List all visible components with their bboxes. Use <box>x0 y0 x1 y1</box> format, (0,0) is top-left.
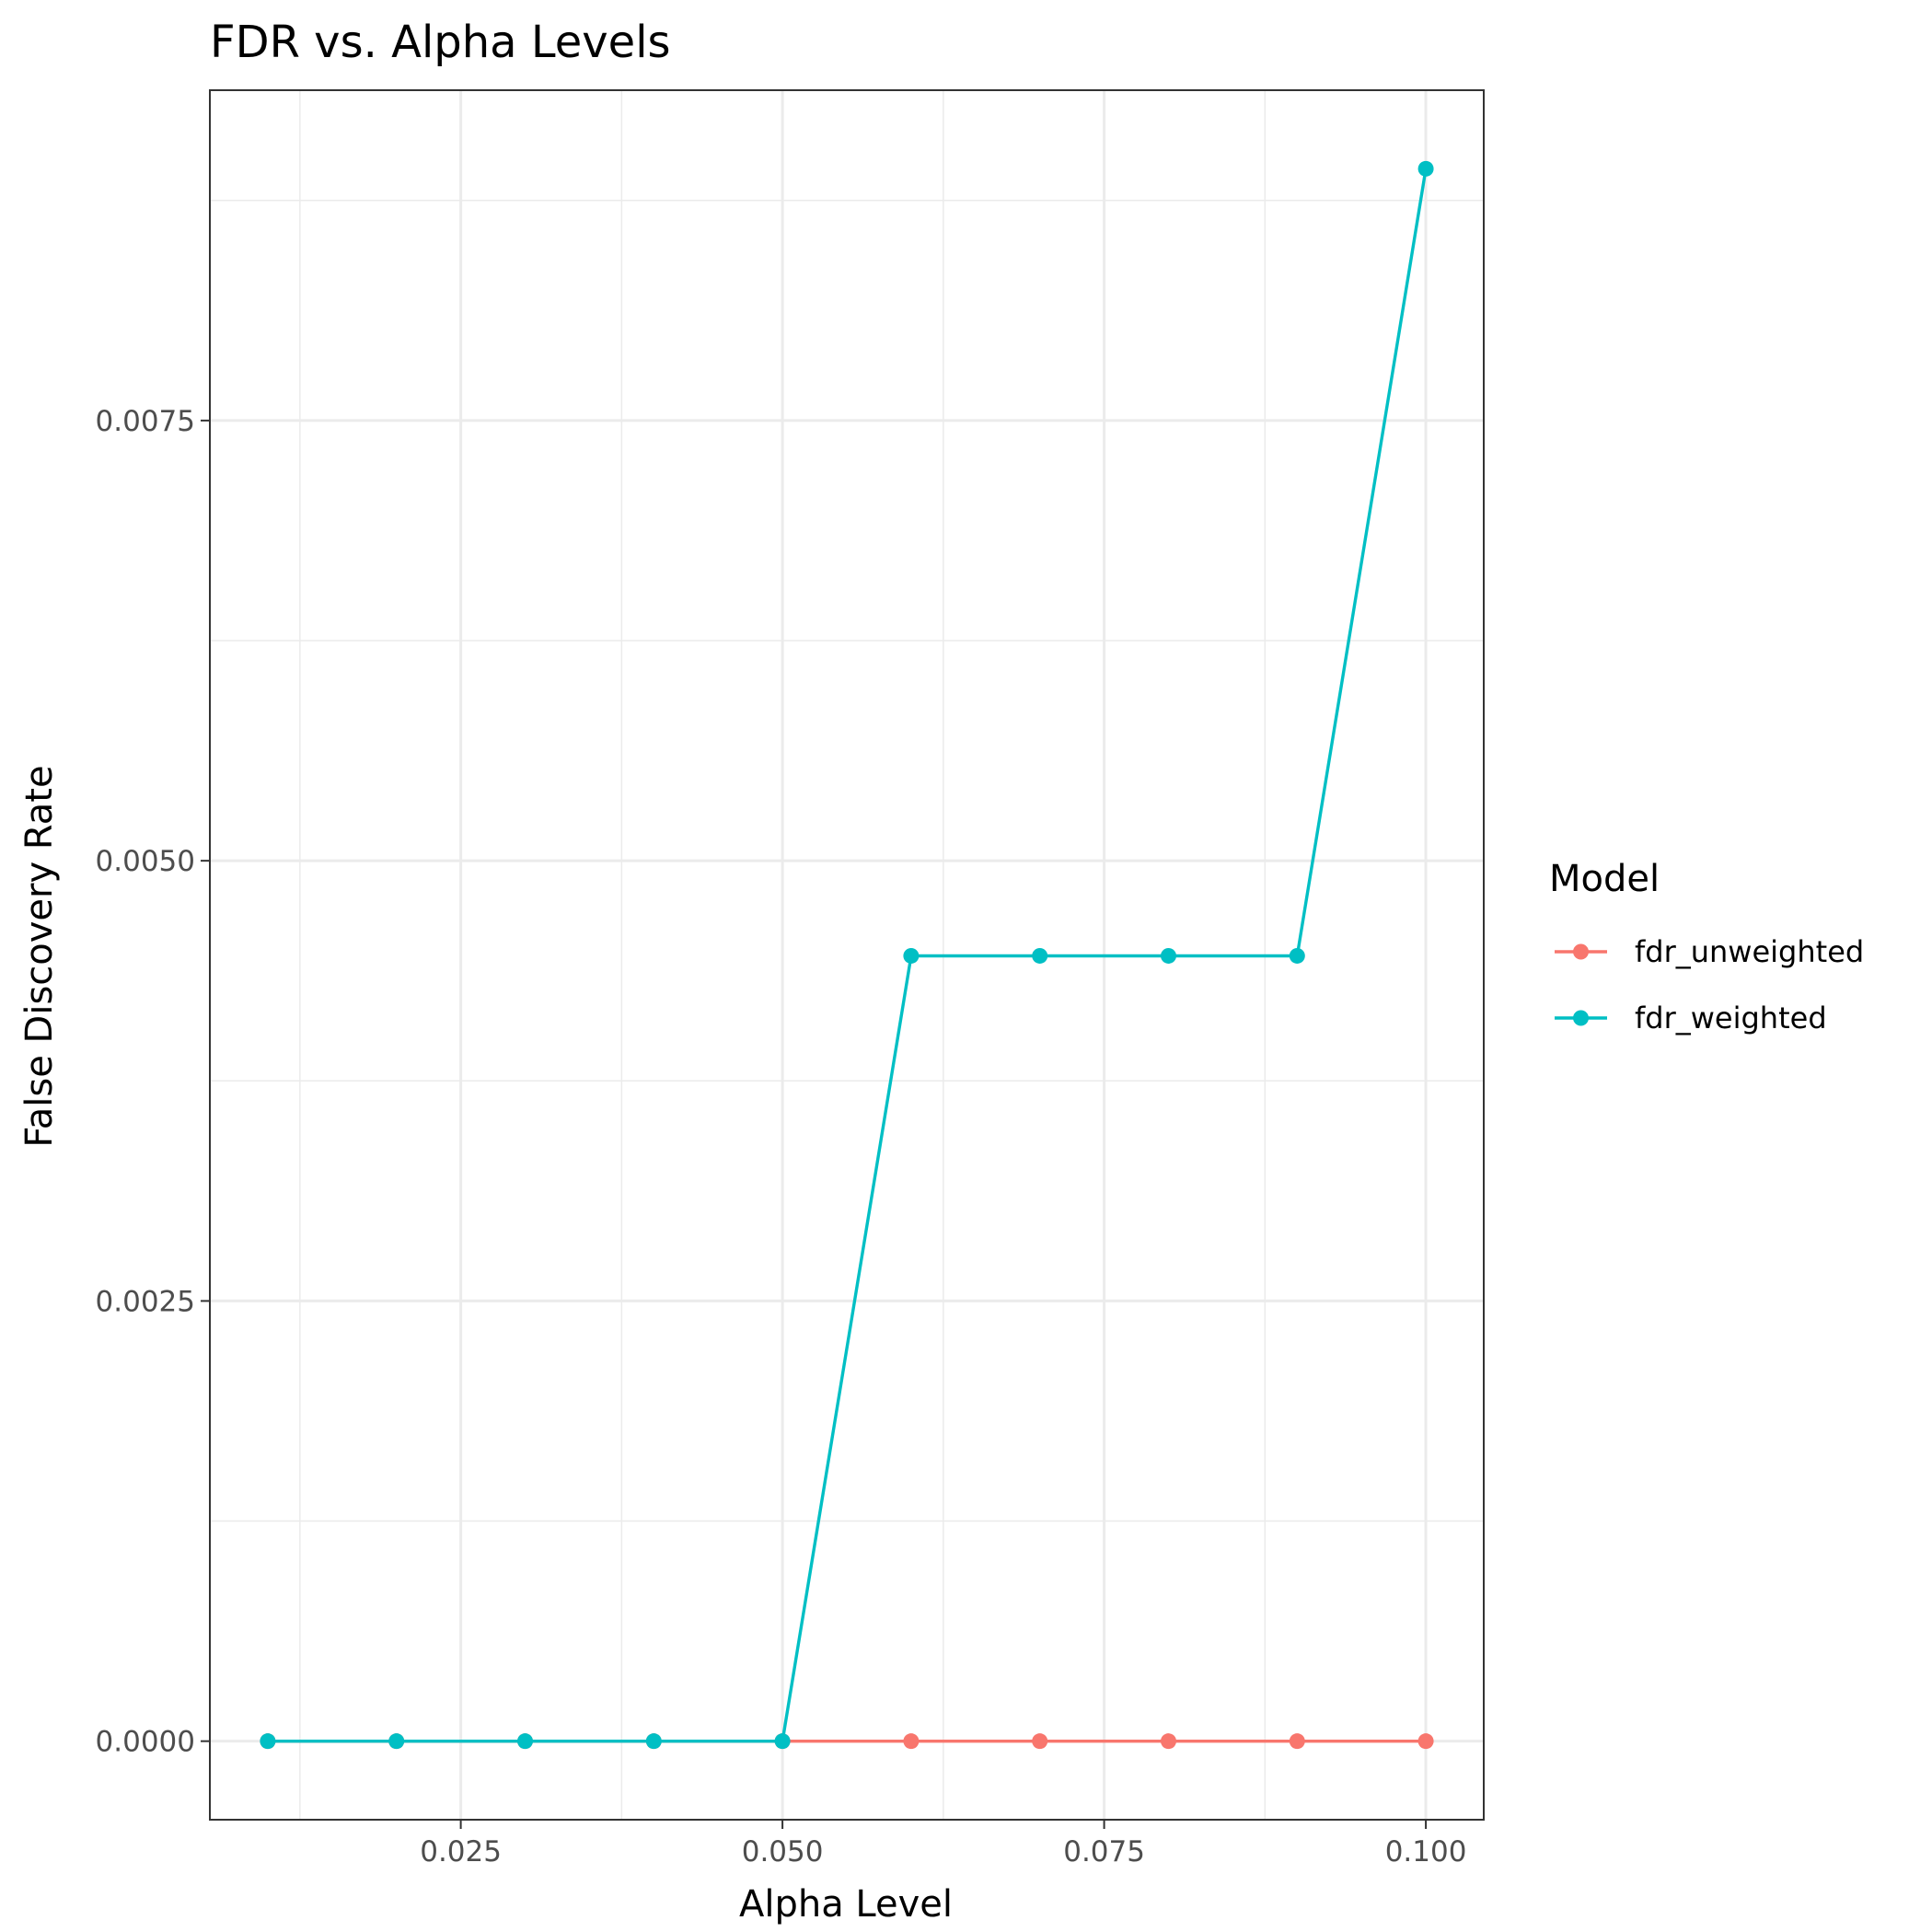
data-point <box>517 1733 534 1750</box>
y-tick-label: 0.0050 <box>96 845 195 878</box>
legend-items: fdr_unweighted fdr_weighted <box>1555 934 1864 1035</box>
series-layer <box>260 160 1434 1750</box>
x-tick-label: 0.075 <box>1063 1835 1145 1868</box>
plot-area <box>209 89 1485 1821</box>
data-point <box>1032 947 1048 964</box>
data-point <box>903 1733 920 1750</box>
x-tick-label: 0.025 <box>420 1835 502 1868</box>
y-axis: 0.0000 0.0025 0.0050 0.0075 <box>96 405 210 1759</box>
legend-key-point <box>1573 943 1589 960</box>
y-tick-label: 0.0075 <box>96 405 195 438</box>
legend: Model fdr_unweighted fdr_weighted <box>1549 858 1864 1035</box>
data-point <box>388 1733 405 1750</box>
legend-item-fdr_unweighted: fdr_unweighted <box>1555 934 1864 969</box>
series-fdr_weighted <box>260 160 1434 1750</box>
data-point <box>774 1733 791 1750</box>
data-point <box>1160 1733 1176 1750</box>
data-point <box>645 1733 662 1750</box>
x-axis-title: Alpha Level <box>739 1883 953 1926</box>
chart-title: FDR vs. Alpha Levels <box>210 17 671 68</box>
x-tick-label: 0.050 <box>742 1835 824 1868</box>
legend-label: fdr_weighted <box>1635 1001 1827 1035</box>
series-line <box>267 168 1428 1743</box>
x-tick-label: 0.100 <box>1385 1835 1467 1868</box>
y-axis-title: False Discovery Rate <box>18 765 61 1147</box>
data-point <box>1160 947 1176 964</box>
data-point <box>1289 947 1305 964</box>
data-point <box>1032 1733 1048 1750</box>
y-tick-label: 0.0000 <box>96 1726 195 1759</box>
legend-label: fdr_unweighted <box>1635 934 1864 969</box>
x-axis: 0.025 0.050 0.075 0.100 <box>420 1820 1466 1868</box>
data-point <box>260 1733 276 1750</box>
data-point <box>903 947 920 964</box>
y-tick-label: 0.0025 <box>96 1285 195 1318</box>
legend-title: Model <box>1549 858 1660 900</box>
plot-border <box>209 89 1485 1821</box>
data-point <box>1417 1733 1434 1750</box>
data-point <box>1417 160 1434 177</box>
legend-key-point <box>1573 1010 1589 1026</box>
data-point <box>1289 1733 1305 1750</box>
legend-item-fdr_weighted: fdr_weighted <box>1555 1001 1827 1035</box>
